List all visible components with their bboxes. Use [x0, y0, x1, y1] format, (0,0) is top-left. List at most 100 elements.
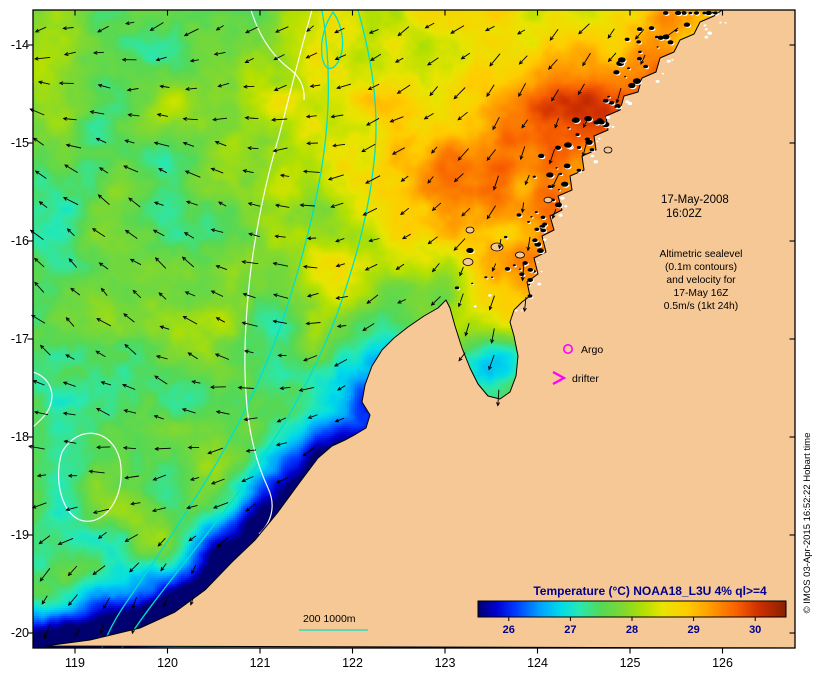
velocity-arrow-head [427, 240, 432, 245]
velocity-arrow-head [124, 538, 130, 542]
coastal-inlet [704, 28, 708, 31]
velocity-arrow-head [395, 265, 401, 270]
velocity-arrow [459, 266, 464, 276]
velocity-arrow-head [554, 124, 559, 129]
velocity-arrow-head [517, 30, 522, 35]
velocity-arrow-head [70, 287, 75, 292]
velocity-arrow-head [664, 33, 670, 38]
velocity-arrow-head [431, 206, 437, 211]
velocity-arrow-head [397, 299, 402, 304]
velocity-arrow [273, 147, 288, 152]
velocity-arrow-head [95, 350, 100, 355]
island [617, 57, 626, 63]
velocity-arrow-head [157, 542, 162, 547]
velocity-arrow [453, 87, 466, 99]
island [546, 172, 554, 178]
velocity-arrow [211, 229, 224, 233]
velocity-arrow-head [155, 57, 161, 62]
ssh-contour-main [244, 9, 313, 535]
coastal-inlet [661, 72, 665, 75]
x-tick-label: 126 [712, 656, 733, 670]
velocity-arrow-head [97, 28, 102, 33]
velocity-arrow [486, 84, 495, 97]
velocity-arrow [160, 325, 170, 330]
island [575, 133, 580, 137]
coastal-inlet [671, 58, 674, 61]
velocity-arrow-head [65, 507, 70, 512]
velocity-arrow [307, 237, 317, 239]
velocity-arrow [246, 449, 257, 452]
velocity-arrow-head [160, 566, 165, 572]
velocity-arrow-head [336, 324, 342, 329]
argo-float-marker [562, 343, 573, 354]
velocity-arrow-head [365, 180, 370, 184]
velocity-arrow-head [65, 317, 70, 322]
island [530, 216, 533, 218]
velocity-arrow-head [99, 629, 104, 635]
velocity-arrow-head [91, 228, 97, 233]
island [648, 26, 655, 31]
velocity-arrow [425, 22, 435, 29]
velocity-arrow-head [39, 344, 45, 349]
colorbar-tick-label: 30 [749, 624, 761, 636]
velocity-arrow [370, 53, 382, 61]
velocity-arrow [160, 563, 167, 571]
velocity-arrow [431, 296, 441, 306]
velocity-arrow-head [92, 510, 98, 515]
velocity-arrow-head [158, 292, 163, 297]
velocity-arrow [157, 113, 168, 117]
velocity-arrow [310, 84, 321, 87]
velocity-arrow [616, 87, 622, 103]
velocity-arrow [640, 54, 646, 65]
island [466, 247, 474, 254]
velocity-arrow [33, 137, 44, 146]
island [624, 76, 627, 78]
island-large [465, 226, 475, 234]
velocity-arrow-head [524, 180, 529, 186]
coastal-inlet [627, 101, 633, 106]
velocity-arrow [366, 117, 380, 126]
velocity-arrow [397, 26, 410, 36]
velocity-arrow [427, 176, 434, 184]
velocity-arrow [306, 115, 317, 118]
velocity-arrow-head [277, 353, 282, 358]
velocity-arrow [243, 170, 254, 174]
velocity-arrow [336, 295, 348, 299]
velocity-arrow [34, 258, 45, 268]
velocity-arrow-head [488, 306, 493, 311]
velocity-arrow-head [330, 114, 335, 119]
velocity-arrow-head [334, 29, 339, 34]
velocity-arrow [214, 51, 226, 55]
axes: 119 120 121 122 123 124 125 126 -14 -15 -16 -17 -18 -… [11, 9, 796, 670]
velocity-arrow [188, 535, 197, 542]
island [540, 215, 546, 220]
velocity-arrow-head [125, 21, 130, 26]
velocity-arrow-head [457, 302, 462, 308]
velocity-arrow-head [158, 168, 163, 172]
velocity-arrow-head [522, 307, 527, 313]
velocity-arrow [308, 414, 318, 419]
y-tick-label: -16 [11, 234, 29, 248]
velocity-arrow [461, 207, 471, 217]
velocity-arrow [103, 597, 111, 609]
velocity-arrow [152, 507, 166, 512]
velocity-arrow [248, 202, 261, 207]
y-tick-label: -15 [11, 136, 29, 150]
velocity-arrow-head [97, 534, 103, 539]
island [532, 238, 538, 243]
velocity-arrow [127, 88, 139, 91]
velocity-arrow-head [210, 290, 216, 295]
velocity-arrow [217, 536, 229, 548]
island-large [462, 258, 474, 266]
velocity-arrow-head [37, 80, 43, 85]
velocity-arrow [498, 239, 502, 249]
velocity-arrow [361, 143, 376, 152]
velocity-arrow-head [65, 354, 70, 359]
island [603, 98, 609, 103]
velocity-arrow-head [242, 84, 248, 89]
island [554, 145, 562, 150]
velocity-arrow-head [58, 81, 64, 86]
velocity-arrow [182, 408, 196, 414]
velocity-arrow-head [67, 473, 73, 478]
velocity-arrow [34, 411, 49, 416]
